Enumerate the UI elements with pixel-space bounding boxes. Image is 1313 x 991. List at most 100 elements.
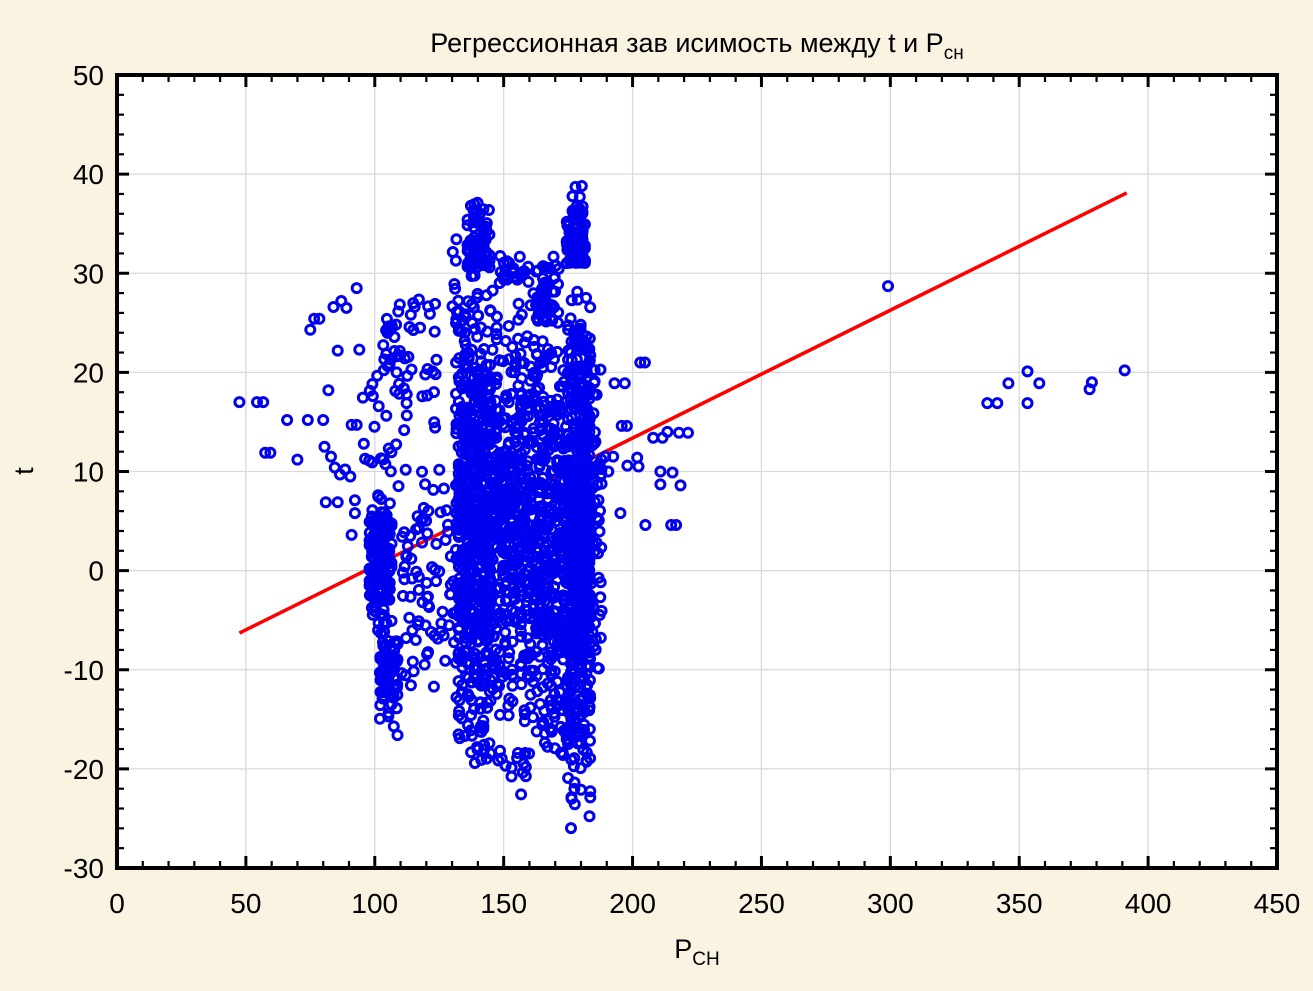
scatter-point [577,562,590,575]
scatter-point [506,668,519,681]
scatter-point [575,523,587,536]
scatter-point [527,536,540,549]
scatter-point [484,694,497,707]
scatter-point [521,527,534,540]
scatter-point [477,233,490,246]
scatter-point [508,520,521,533]
scatter-point [552,262,565,275]
scatter-point [580,291,593,304]
scatter-point [497,355,510,368]
scatter-point [506,635,519,648]
scatter-point [551,515,564,527]
scatter-point [509,413,522,426]
scatter-point [474,321,487,334]
scatter-point [490,655,503,668]
scatter-point [410,523,423,536]
chart-title: Регрессионная зав исимость между t и Pсн [430,28,963,64]
scatter-point [511,752,524,764]
scatter-point [452,709,465,722]
scatter-point [542,581,555,594]
scatter-point [422,599,435,612]
scatter-point [319,496,332,509]
scatter-point [545,465,558,478]
scatter-point [536,717,549,730]
scatter-point [548,406,561,419]
scatter-point [366,378,379,390]
scatter-point [580,755,593,768]
scatter-point [1002,377,1015,390]
scatter-point [547,250,560,263]
scatter-point [465,576,478,589]
x-tick-label: 400 [1125,888,1172,919]
scatter-point [568,713,581,726]
scatter-point [472,309,485,322]
y-tick-label: 0 [88,556,104,587]
scatter-point [486,553,499,566]
scatter-point [411,618,424,631]
scatter-point [478,624,491,637]
scatter-point [574,426,587,439]
scatter-point [502,709,515,722]
x-tick-label: 300 [867,888,914,919]
scatter-point [471,578,484,591]
scatter-point [439,654,452,667]
scatter-point [259,446,272,459]
scatter-point [515,611,528,624]
scatter-point [615,419,628,432]
scatter-point [587,640,600,653]
scatter-point [496,543,509,556]
scatter-point [325,450,337,463]
scatter-point [495,752,508,765]
scatter-point [502,320,515,332]
scatter-point [496,617,509,630]
scatter-point [618,377,631,390]
scatter-point [489,394,502,407]
scatter-point [565,386,578,398]
scatter-point [524,688,537,701]
scatter-point [462,352,475,365]
scatter-point [503,436,516,449]
scatter-point [405,363,418,376]
scatter-point [580,458,593,471]
scatter-point [512,313,525,326]
scatter-point [580,606,593,619]
scatter-point [575,783,587,796]
scatter-point [452,324,465,337]
scatter-point [542,629,555,642]
scatter-point [554,720,567,733]
scatter-point [412,570,425,583]
scatter-point [331,496,344,509]
scatter-point [593,525,606,538]
scatter-point [607,450,620,463]
scatter-point [366,545,379,558]
scatter-point [434,506,447,519]
scatter-point [482,204,495,216]
scatter-point [477,203,490,216]
scatter-point [477,720,490,733]
scatter-point [674,479,687,492]
scatter-point [322,384,335,397]
scatter-point [480,245,492,258]
scatter-point [490,570,502,583]
scatter-point [464,539,477,552]
scatter-point [632,460,645,473]
scatter-point [562,687,575,700]
scatter-point [428,386,440,399]
scatter-point [382,320,395,333]
scatter-point [538,261,551,274]
scatter-point [475,725,488,738]
scatter-point [573,250,585,263]
scatter-point [474,702,487,715]
scatter-point [468,323,481,336]
scatter-point [419,368,432,381]
scatter-point [639,519,652,531]
scatter-point [398,352,411,365]
scatter-point [587,600,600,613]
scatter-point [541,740,554,753]
scatter-point [512,379,525,392]
scatter-point [313,312,326,325]
scatter-point [565,516,577,529]
scatter-point [1021,397,1034,410]
scatter-point [392,305,405,318]
